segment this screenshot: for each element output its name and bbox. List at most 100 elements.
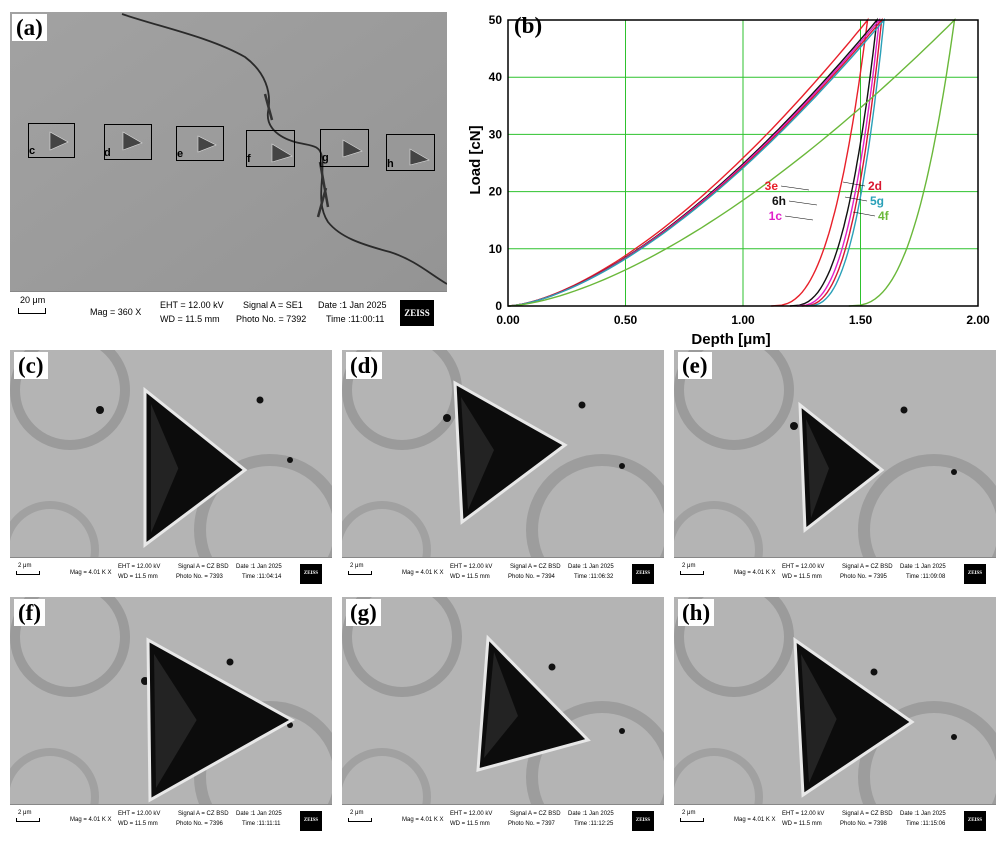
zeiss-logo: ZEISS	[632, 811, 654, 831]
scale-bar-label: 2 μm	[350, 810, 364, 816]
panel-b: (b) 0.00 0.50 1.00 1.50 2.00 0 10 20 30 40 50 3e 6h…	[458, 10, 998, 348]
eht: EHT = 12.00 kV	[118, 811, 161, 817]
eht: EHT = 12.00 kV	[450, 811, 493, 817]
legend-label-1c: 1c	[769, 209, 783, 223]
y-tick-label: 10	[489, 242, 503, 256]
time: Time :11:11:11	[242, 821, 281, 827]
series-line-2d	[507, 17, 883, 307]
legend-leader-1c	[784, 215, 814, 221]
time: Time :11:09:08	[906, 574, 946, 580]
series-line-5g	[507, 17, 885, 307]
signal: Signal A = CZ BSD	[178, 564, 229, 570]
scale-bar	[348, 818, 372, 822]
date: Date :1 Jan 2025	[318, 300, 387, 310]
scale-bar	[18, 308, 46, 314]
eht: EHT = 12.00 kV	[782, 811, 825, 817]
legend-label-4f: 4f	[878, 209, 890, 223]
working-distance: WD = 11.5 mm	[450, 821, 490, 827]
panel-label: (h)	[678, 599, 715, 626]
working-distance: WD = 11.5 mm	[782, 821, 822, 827]
series-line-6h	[507, 17, 878, 307]
photo-number: Photo No. = 7393	[176, 574, 223, 580]
x-tick-label: 0.00	[496, 313, 520, 327]
panel-a: c d e f g h (a) 20 μm Mag = 360 X EHT = …	[10, 12, 447, 334]
signal: Signal A = CZ BSD	[842, 564, 893, 570]
signal: Signal A = CZ BSD	[510, 564, 561, 570]
indent-box-f	[246, 130, 295, 167]
indent-impression	[798, 401, 885, 533]
series-line-4f	[507, 18, 956, 307]
sem-image	[674, 350, 996, 590]
working-distance: WD = 11.5 mm	[118, 574, 158, 580]
y-tick-label: 20	[489, 185, 503, 199]
sem-image	[342, 597, 664, 837]
scale-bar-label: 2 μm	[682, 563, 696, 569]
indent-box-e	[176, 126, 224, 161]
date: Date :1 Jan 2025	[568, 564, 614, 570]
zeiss-logo: ZEISS	[300, 564, 322, 584]
indent-label-g: g	[322, 152, 329, 164]
sem-panel-c: (c) 2 μm Mag = 4.01 K X EHT = 12.00 kV W…	[10, 350, 332, 590]
magnification: Mag = 4.01 K X	[734, 570, 776, 576]
magnification: Mag = 4.01 K X	[402, 817, 444, 823]
indent-box-d	[104, 124, 152, 160]
signal: Signal A = SE1	[243, 300, 303, 310]
magnification: Mag = 4.01 K X	[734, 817, 776, 823]
sem-data-bar: 2 μm Mag = 4.01 K X EHT = 12.00 kV WD = …	[10, 804, 332, 837]
y-tick-label: 40	[489, 70, 503, 84]
working-distance: WD = 11.5 mm	[782, 574, 822, 580]
crack-line	[121, 13, 447, 285]
indent-label-f: f	[247, 153, 251, 165]
sem-image-overview	[10, 12, 447, 334]
time: Time :11:12:25	[574, 821, 614, 827]
indent-impression	[146, 637, 296, 803]
x-tick-label: 0.50	[614, 313, 638, 327]
sem-data-bar: 2 μm Mag = 4.01 K X EHT = 12.00 kV WD = …	[10, 557, 332, 590]
signal: Signal A = CZ BSD	[842, 811, 893, 817]
legend-leader-4f	[852, 211, 876, 217]
legend-leader-2d	[842, 181, 866, 187]
panel-label: (a)	[12, 14, 47, 41]
chart-axes	[507, 19, 979, 307]
sem-data-bar: 2 μm Mag = 4.01 K X EHT = 12.00 kV WD = …	[674, 557, 996, 590]
indent-box-g	[320, 129, 369, 167]
y-tick-label: 30	[489, 127, 503, 141]
magnification: Mag = 4.01 K X	[402, 570, 444, 576]
legend-leader-3e	[780, 185, 810, 191]
sem-data-bar: 2 μm Mag = 4.01 K X EHT = 12.00 kV WD = …	[342, 804, 664, 837]
panel-label: (d)	[346, 352, 383, 379]
scale-bar	[16, 818, 40, 822]
panel-label: (c)	[14, 352, 48, 379]
legend-label-3e: 3e	[765, 179, 779, 193]
sem-panel-h: (h) 2 μm Mag = 4.01 K X EHT = 12.00 kV W…	[674, 597, 996, 837]
sem-image	[342, 350, 664, 590]
eht: EHT = 12.00 kV	[782, 564, 825, 570]
indent-label-e: e	[177, 148, 184, 160]
indent-impression	[476, 634, 591, 773]
x-axis-label: Depth [μm]	[691, 331, 770, 348]
indent-impression	[143, 386, 248, 548]
sem-image	[10, 350, 332, 590]
legend-label-2d: 2d	[868, 179, 882, 193]
zeiss-logo: ZEISS	[964, 564, 986, 584]
sem-data-bar: 20 μm Mag = 360 X EHT = 12.00 kV WD = 11…	[10, 291, 447, 334]
working-distance: WD = 11.5 mm	[160, 314, 220, 324]
zeiss-logo: ZEISS	[632, 564, 654, 584]
x-tick-label: 2.00	[966, 313, 990, 327]
photo-number: Photo No. = 7398	[840, 821, 887, 827]
sem-data-bar: 2 μm Mag = 4.01 K X EHT = 12.00 kV WD = …	[674, 804, 996, 837]
photo-number: Photo No. = 7396	[176, 821, 223, 827]
chart-ticks: 0.00 0.50 1.00 1.50 2.00 0 10 20 30 40 50	[489, 13, 990, 327]
date: Date :1 Jan 2025	[568, 811, 614, 817]
time: Time :11:06:32	[574, 574, 614, 580]
scale-bar-label: 2 μm	[350, 563, 364, 569]
y-axis-label: Load [cN]	[467, 125, 484, 194]
scale-bar	[348, 571, 372, 575]
series-line-1c	[507, 17, 881, 307]
indent-label-c: c	[29, 145, 36, 157]
sem-panel-f: (f) 2 μm Mag = 4.01 K X EHT = 12.00 kV W…	[10, 597, 332, 837]
scale-bar-label: 20 μm	[20, 295, 46, 305]
legend-leader-6h	[788, 200, 818, 206]
legend-label-5g: 5g	[870, 194, 884, 208]
